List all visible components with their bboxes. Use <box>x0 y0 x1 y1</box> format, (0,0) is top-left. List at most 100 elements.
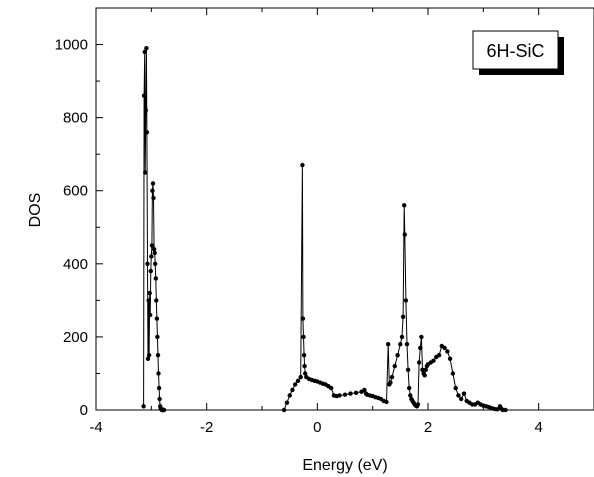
dos-data-point <box>431 358 436 363</box>
dos-data-point <box>388 380 393 385</box>
dos-data-point <box>295 378 301 383</box>
dos-data-point <box>155 353 161 358</box>
dos-data-point <box>142 49 147 55</box>
y-tick-label: 400 <box>63 256 88 273</box>
y-tick-label: 200 <box>63 329 88 346</box>
dos-data-point <box>456 393 461 398</box>
y-axis-ticks: 0 200 400 600 800 1000 <box>55 7 103 419</box>
dos-data-point <box>353 390 359 395</box>
dos-data-point <box>290 387 295 393</box>
series-layer <box>141 46 508 413</box>
x-axis-title: Energy (eV) <box>302 457 387 474</box>
dos-data-point <box>141 93 147 98</box>
y-axis-title: DOS <box>27 193 44 228</box>
dos-data-point <box>154 298 159 303</box>
dos-data-point <box>420 367 425 372</box>
dos-data-point <box>402 232 407 237</box>
dos-data-point <box>155 334 160 340</box>
dos-data-point <box>144 46 149 51</box>
dos-data-point <box>337 393 342 398</box>
dos-data-point <box>301 353 307 358</box>
dos-data-point <box>422 373 427 378</box>
dos-data-point <box>301 334 306 340</box>
dos-data-point <box>298 374 303 380</box>
dos-data-point <box>300 162 305 168</box>
dos-data-point <box>300 316 306 321</box>
dos-data-point <box>445 349 450 354</box>
dos-data-point <box>384 399 389 405</box>
dos-data-point <box>157 396 162 402</box>
dos-data-point <box>146 353 152 358</box>
dos-data-point <box>150 188 155 193</box>
dos-data-point <box>447 356 453 361</box>
dos-data-point <box>144 130 150 135</box>
dos-data-point <box>408 393 413 398</box>
dos-data-point <box>419 334 424 340</box>
dos-data-point <box>400 314 406 319</box>
dos-data-point <box>442 345 447 351</box>
dos-data-point <box>329 385 334 391</box>
dos-data-point <box>436 353 442 358</box>
dos-data-point <box>348 391 353 396</box>
dos-data-point <box>145 356 151 361</box>
dos-data-point <box>392 363 397 369</box>
dos-data-point <box>503 407 508 413</box>
dos-data-point <box>461 391 467 396</box>
dos-data-point <box>143 108 148 113</box>
dos-data-point <box>151 247 157 252</box>
dos-data-point <box>403 298 409 303</box>
dos-data-point <box>302 363 307 369</box>
legend-frame <box>472 30 559 70</box>
dos-data-point <box>156 371 161 376</box>
dos-data-point <box>423 367 428 372</box>
dos-data-point <box>284 400 290 405</box>
x-tick-label: -2 <box>200 419 213 436</box>
dos-data-point <box>389 374 395 380</box>
dos-data-point <box>151 195 156 201</box>
dos-data-point <box>281 407 287 413</box>
dos-data-point <box>148 268 153 274</box>
dos-data-point <box>398 342 403 347</box>
dos-data-point <box>386 342 391 347</box>
y-tick-label: 800 <box>63 110 88 127</box>
dos-data-point <box>161 407 167 413</box>
dos-data-point <box>453 385 458 391</box>
dos-data-point <box>459 396 464 402</box>
plot-frame <box>95 7 594 411</box>
x-tick-label: -4 <box>89 419 102 436</box>
dos-data-point <box>362 387 367 393</box>
dos-data-point <box>148 312 153 318</box>
x-tick-label: 2 <box>424 419 432 436</box>
dos-data-point <box>146 298 151 303</box>
dos-data-point <box>303 371 308 376</box>
dos-data-point <box>342 392 348 397</box>
dos-data-point <box>149 254 154 259</box>
dos-data-point <box>418 345 423 351</box>
legend-label: 6H-SiC <box>486 41 544 61</box>
dos-data-point <box>153 261 158 266</box>
dos-data-point <box>405 367 411 372</box>
dos-data-point <box>395 353 400 358</box>
dos-data-point <box>402 203 407 208</box>
dos-data-point <box>153 276 158 281</box>
dos-data-point <box>143 170 148 175</box>
dos-data-point <box>152 250 157 256</box>
dos-series-line <box>143 47 506 411</box>
dos-data-point <box>149 243 155 248</box>
dos-data-point <box>287 393 292 398</box>
dos-data-point <box>495 407 500 412</box>
dos-data-point <box>147 290 152 296</box>
dos-data-point <box>293 382 298 387</box>
dos-data-point <box>404 342 410 347</box>
dos-data-point <box>415 402 421 407</box>
x-tick-label: 0 <box>313 419 321 436</box>
x-tick-label: 4 <box>534 419 542 436</box>
dos-data-point <box>450 371 456 376</box>
dos-data-point <box>407 385 412 391</box>
y-tick-label: 0 <box>80 402 88 419</box>
x-axis-ticks: -4 -2 0 2 4 <box>89 8 594 436</box>
y-tick-label: 600 <box>63 183 88 200</box>
dos-data-point <box>154 316 160 321</box>
dos-data-point <box>150 181 156 186</box>
